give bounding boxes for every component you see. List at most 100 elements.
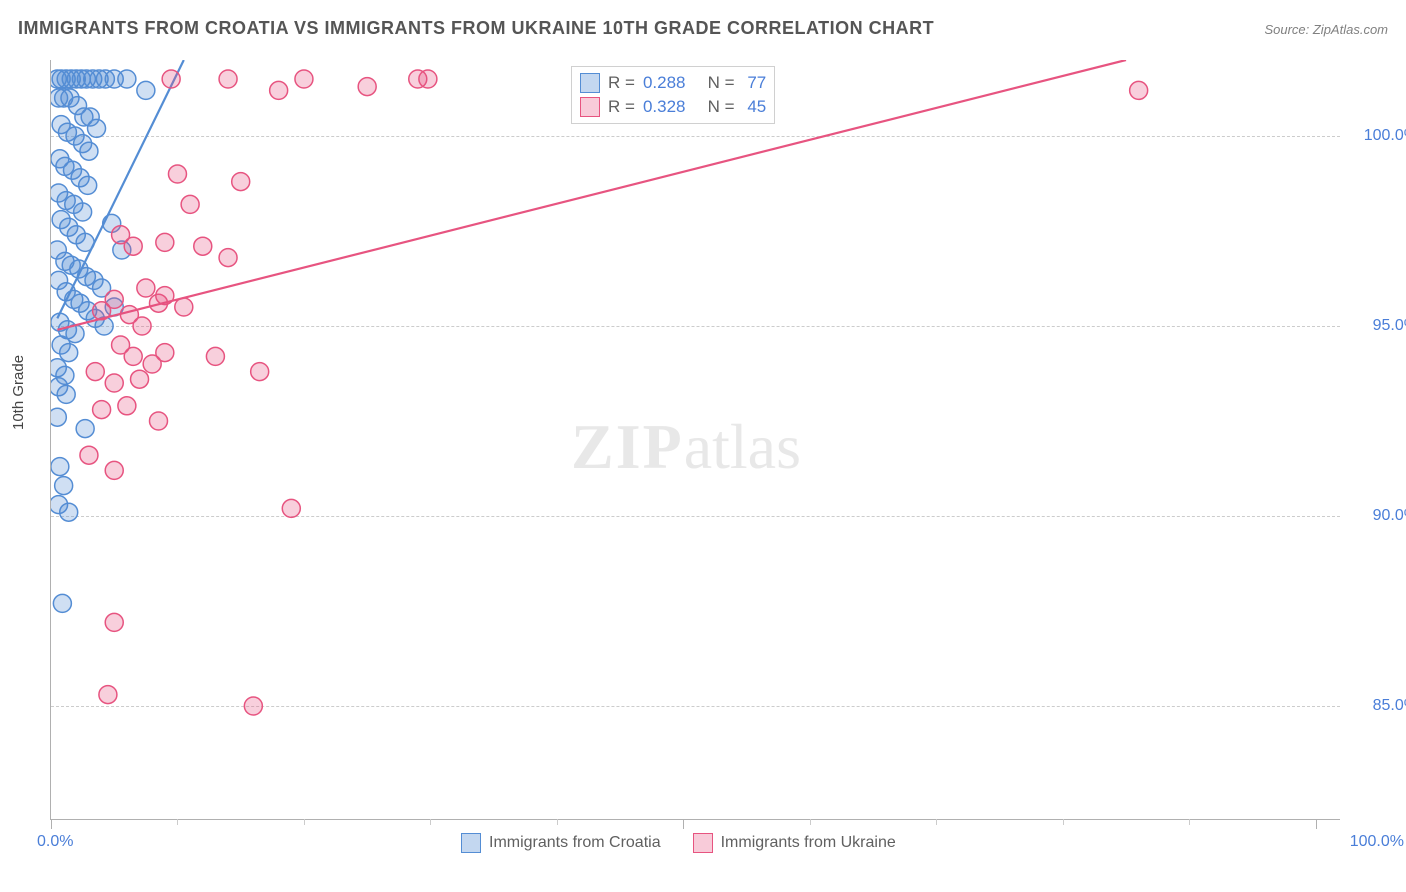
ukraine-point: [162, 70, 180, 88]
croatia-point: [105, 70, 123, 88]
legend-r-value: 0.288: [643, 73, 686, 93]
croatia-point: [53, 594, 71, 612]
gridline-h: [51, 516, 1340, 517]
croatia-point: [52, 211, 70, 229]
ukraine-point: [251, 363, 269, 381]
croatia-point: [81, 108, 99, 126]
watermark: ZIPatlas: [571, 410, 801, 484]
croatia-point: [64, 161, 82, 179]
legend-r-value: 0.328: [643, 97, 686, 117]
bottom-legend: Immigrants from Croatia Immigrants from U…: [461, 833, 896, 853]
x-tick-major: [51, 819, 52, 829]
croatia-point: [79, 302, 97, 320]
croatia-point: [75, 108, 93, 126]
ukraine-point: [150, 412, 168, 430]
croatia-point: [96, 70, 114, 88]
ukraine-point: [295, 70, 313, 88]
y-tick-label: 85.0%: [1373, 697, 1406, 715]
croatia-point: [76, 233, 94, 251]
watermark-atlas: atlas: [684, 411, 801, 482]
croatia-point: [67, 226, 85, 244]
legend-swatch: [693, 833, 713, 853]
legend-row: R = 0.328 N = 45: [580, 95, 766, 119]
x-tick-minor: [1063, 819, 1064, 825]
x-tick-minor: [304, 819, 305, 825]
croatia-point: [58, 123, 76, 141]
croatia-point: [57, 385, 75, 403]
bottom-legend-label: Immigrants from Ukraine: [721, 834, 896, 852]
croatia-point: [74, 203, 92, 221]
ukraine-point: [175, 298, 193, 316]
ukraine-point: [105, 461, 123, 479]
croatia-point: [67, 70, 85, 88]
croatia-point: [55, 89, 73, 107]
croatia-point: [103, 214, 121, 232]
legend-swatch: [580, 97, 600, 117]
croatia-point: [51, 359, 66, 377]
plot-area: ZIPatlas 85.0%90.0%95.0%100.0% R = 0.288…: [50, 60, 1340, 820]
ukraine-point: [93, 302, 111, 320]
croatia-point: [51, 150, 69, 168]
legend-row: R = 0.288 N = 77: [580, 71, 766, 95]
croatia-point: [80, 142, 98, 160]
croatia-point: [84, 70, 102, 88]
watermark-zip: ZIP: [571, 411, 684, 482]
croatia-point: [70, 260, 88, 278]
croatia-point: [51, 458, 69, 476]
y-tick-label: 100.0%: [1364, 127, 1406, 145]
croatia-point: [57, 283, 75, 301]
ukraine-point: [181, 195, 199, 213]
croatia-point: [51, 241, 66, 259]
croatia-point: [55, 477, 73, 495]
ukraine-point: [219, 249, 237, 267]
croatia-point: [51, 378, 68, 396]
croatia-point: [57, 70, 75, 88]
x-tick-minor: [430, 819, 431, 825]
croatia-point: [137, 81, 155, 99]
x-tick-major: [1316, 819, 1317, 829]
croatia-point: [65, 195, 83, 213]
croatia-point: [77, 268, 95, 286]
gridline-h: [51, 136, 1340, 137]
legend-swatch: [580, 73, 600, 93]
croatia-point: [88, 119, 106, 137]
croatia-point: [52, 336, 70, 354]
croatia-point: [71, 294, 89, 312]
croatia-point: [52, 70, 70, 88]
croatia-point: [74, 135, 92, 153]
ukraine-point: [219, 70, 237, 88]
ukraine-point: [99, 686, 117, 704]
croatia-point: [71, 169, 89, 187]
x-tick-minor: [557, 819, 558, 825]
bottom-legend-item: Immigrants from Croatia: [461, 833, 661, 853]
y-tick-label: 95.0%: [1373, 317, 1406, 335]
y-tick-label: 90.0%: [1373, 507, 1406, 525]
ukraine-point: [120, 306, 138, 324]
ukraine-point: [156, 344, 174, 362]
croatia-point: [86, 309, 104, 327]
ukraine-point: [124, 237, 142, 255]
croatia-point: [57, 192, 75, 210]
croatia-point: [61, 89, 79, 107]
croatia-point: [56, 366, 74, 384]
ukraine-point: [1130, 81, 1148, 99]
ukraine-point: [118, 397, 136, 415]
croatia-point: [118, 70, 136, 88]
ukraine-point: [150, 294, 168, 312]
croatia-point: [77, 70, 95, 88]
ukraine-point: [232, 173, 250, 191]
ukraine-point: [86, 363, 104, 381]
legend-swatch: [461, 833, 481, 853]
croatia-point: [60, 344, 78, 362]
croatia-point: [93, 279, 111, 297]
x-tick-minor: [177, 819, 178, 825]
croatia-point: [85, 271, 103, 289]
croatia-point: [60, 503, 78, 521]
croatia-point: [51, 408, 66, 426]
ukraine-point: [143, 355, 161, 373]
croatia-point: [62, 70, 80, 88]
croatia-point: [72, 70, 90, 88]
ukraine-point: [93, 401, 111, 419]
legend-r-label: R =: [608, 97, 635, 117]
ukraine-point: [105, 290, 123, 308]
